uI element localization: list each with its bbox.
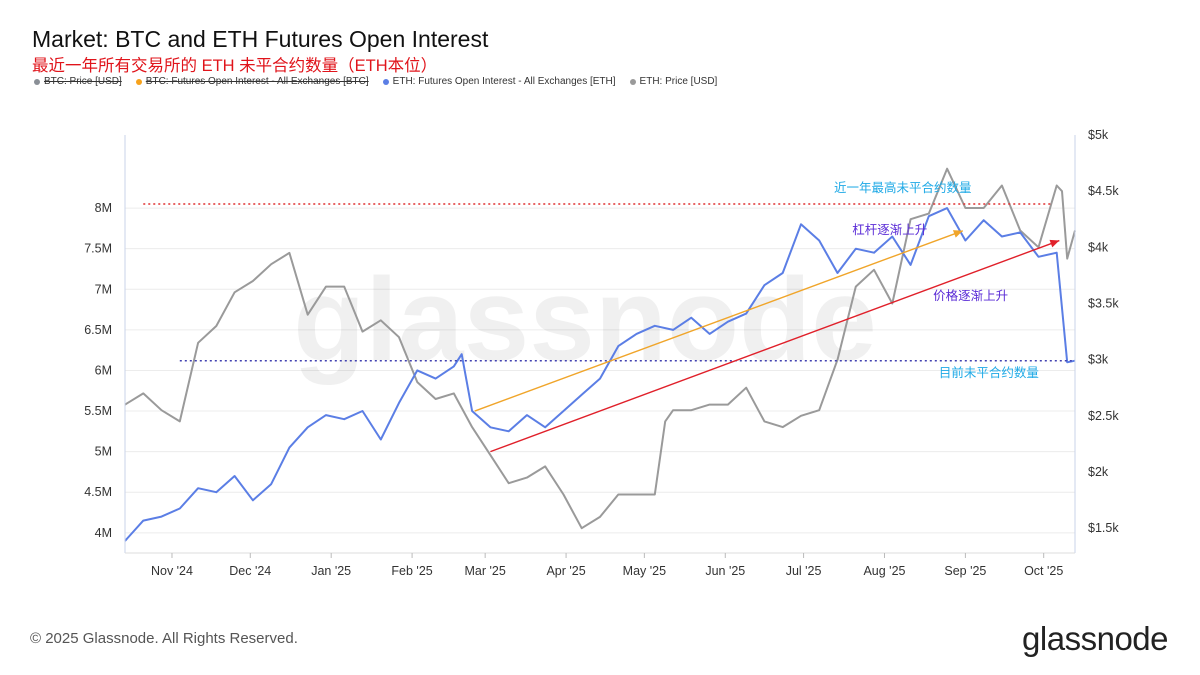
annotation-label: 杠杆逐渐上升 (852, 222, 927, 237)
x-tick-label: Jul '25 (786, 564, 822, 578)
legend-label: ETH: Futures Open Interest - All Exchang… (392, 76, 616, 87)
legend-item-eth-open-interest[interactable]: ETH: Futures Open Interest - All Exchang… (382, 76, 616, 87)
legend-dot-icon (34, 78, 40, 85)
trend-arrow (490, 239, 1060, 453)
y-left-tick-label: 7M (95, 282, 112, 296)
y-right-tick-label: $2k (1088, 465, 1109, 479)
x-tick-label: Aug '25 (863, 564, 905, 578)
y-left-tick-label: 8M (95, 201, 112, 215)
annotation-label: 价格逐渐上升 (933, 288, 1008, 303)
y-left-tick-label: 6M (95, 363, 112, 377)
annotation-label: 目前未平合约数量 (939, 365, 1039, 380)
y-right-tick-label: $1.5k (1088, 521, 1119, 535)
legend-dot-icon (135, 78, 142, 85)
series-line (124, 207, 1076, 542)
chart-title: Market: BTC and ETH Futures Open Interes… (32, 26, 489, 52)
y-left-tick-label: 6.5M (84, 323, 112, 337)
y-left-tick-label: 5.5M (84, 404, 112, 418)
arrowhead-icon (1049, 239, 1060, 248)
x-tick-label: Jun '25 (705, 564, 745, 578)
x-tick-label: Oct '25 (1024, 564, 1063, 578)
series-layer (124, 167, 1076, 542)
x-tick-label: Feb '25 (391, 564, 432, 578)
glassnode-logo[interactable]: glassnode (1022, 620, 1168, 657)
y-right-tick-label: $4k (1088, 240, 1109, 254)
chart-subtitle: 最近一年所有交易所的 ETH 未平合约数量（ETH本位） (32, 57, 438, 75)
x-tick-label: Mar '25 (465, 564, 506, 578)
legend-label: ETH: Price [USD] (639, 76, 718, 87)
y-left-tick-label: 4M (95, 526, 112, 540)
legend-label: BTC: Futures Open Interest - All Exchang… (145, 76, 369, 87)
legend-item-btc-price[interactable]: BTC: Price [USD] (34, 76, 122, 87)
x-tick-label: Sep '25 (944, 564, 986, 578)
series-line (124, 167, 1076, 530)
legend-item-eth-price[interactable]: ETH: Price [USD] (629, 76, 718, 87)
y-right-tick-label: $2.5k (1088, 409, 1119, 423)
x-tick-label: May '25 (623, 564, 666, 578)
legend-dot-icon (629, 78, 636, 85)
copyright-text: © 2025 Glassnode. All Rights Reserved. (30, 630, 298, 647)
x-tick-label: Dec '24 (229, 564, 271, 578)
y-right-tick-label: $5k (1088, 128, 1109, 142)
legend-dot-icon (382, 78, 389, 85)
arrowhead-icon (952, 230, 963, 238)
y-left-tick-label: 4.5M (84, 485, 112, 499)
y-right-tick-label: $3.5k (1088, 296, 1119, 310)
legend-item-btc-open-interest[interactable]: BTC: Futures Open Interest - All Exchang… (135, 76, 369, 87)
legend: BTC: Price [USD] BTC: Futures Open Inter… (34, 76, 717, 87)
y-left-tick-label: 7.5M (84, 242, 112, 256)
y-right-tick-label: $4.5k (1088, 184, 1119, 198)
grid (125, 207, 1075, 534)
legend-label: BTC: Price [USD] (44, 76, 122, 87)
y-left-tick-label: 5M (95, 445, 112, 459)
annotation-label: 近一年最高未平合约数量 (834, 180, 972, 195)
trend-arrow (474, 230, 964, 412)
x-tick-label: Apr '25 (546, 564, 585, 578)
x-tick-label: Nov '24 (151, 564, 193, 578)
x-tick-label: Jan '25 (311, 564, 351, 578)
axes: 4M 4.5M 5M 5.5M 6M 6.5M 7M 7.5M 8M $1.5k $2k $2.5k $… (84, 128, 1119, 578)
y-right-tick-label: $3k (1088, 353, 1109, 367)
